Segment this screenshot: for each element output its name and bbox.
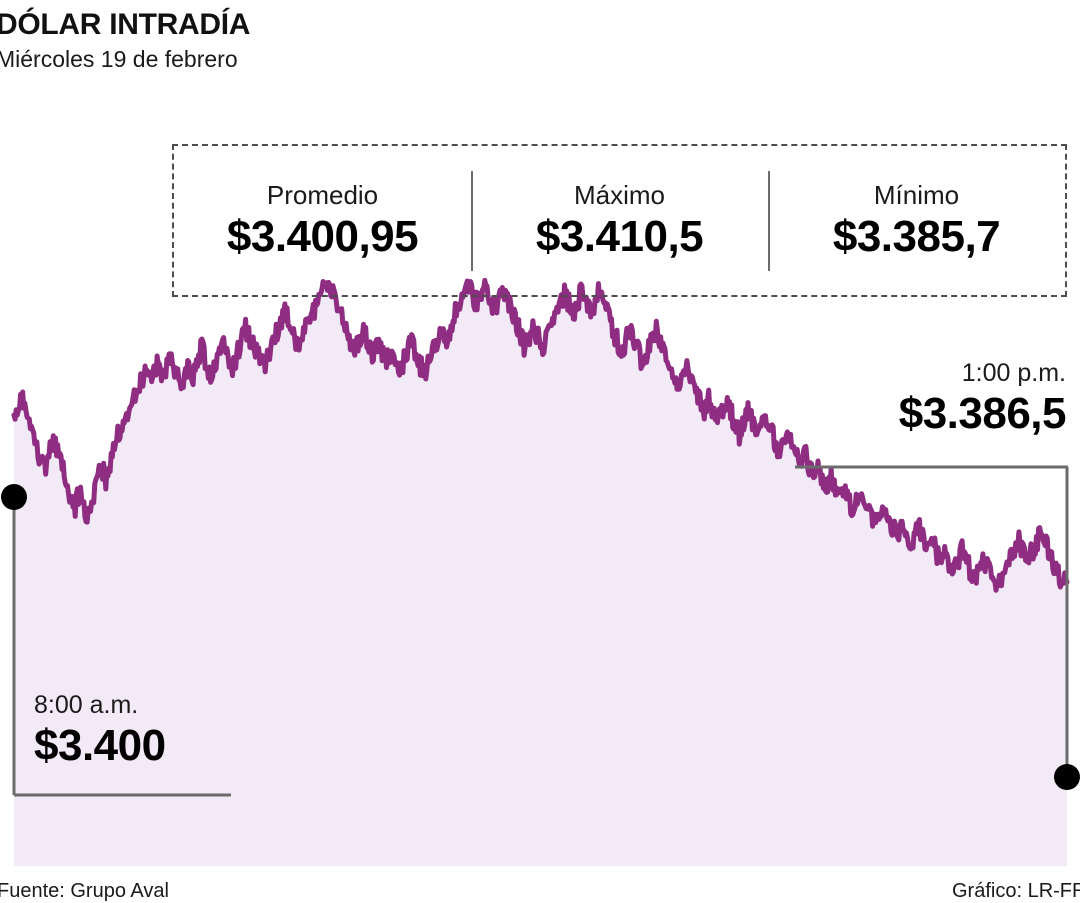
- open-bracket: [12, 498, 231, 797]
- page-title: DÓLAR INTRADÍA: [0, 8, 251, 41]
- price-line: [11, 277, 1070, 593]
- price-area-fill: [14, 280, 1067, 866]
- close-point-marker: [1054, 764, 1080, 790]
- annotation-close: 1:00 p.m. $3.386,5: [898, 358, 1067, 440]
- stat-promedio: Promedio $3.400,95: [174, 167, 471, 275]
- summary-stats-box: Promedio $3.400,95 Máximo $3.410,5 Mínim…: [172, 144, 1067, 297]
- chart-header: DÓLAR INTRADÍA Miércoles 19 de febrero: [0, 8, 696, 74]
- footer-source: Fuente: Grupo Aval: [0, 880, 169, 902]
- stat-minimo: Mínimo $3.385,7: [768, 167, 1065, 275]
- stat-maximo: Máximo $3.410,5: [471, 167, 768, 275]
- stat-maximo-label: Máximo: [573, 179, 665, 210]
- close-bracket: [795, 465, 1069, 777]
- annotation-open-time: 8:00 a.m.: [34, 691, 139, 719]
- open-point-marker: [1, 484, 27, 510]
- stat-maximo-value: $3.410,5: [535, 211, 704, 261]
- annotation-close-value: $3.386,5: [898, 389, 1067, 438]
- page-subtitle: Miércoles 19 de febrero: [0, 46, 238, 72]
- annotation-close-time: 1:00 p.m.: [961, 359, 1066, 387]
- stat-minimo-value: $3.385,7: [832, 211, 1001, 261]
- annotation-open-value: $3.400: [34, 721, 166, 770]
- stat-promedio-label: Promedio: [266, 179, 379, 210]
- annotation-open: 8:00 a.m. $3.400: [34, 690, 166, 772]
- stat-minimo-label: Mínimo: [873, 179, 960, 210]
- footer-credit: Gráfico: LR-FR: [952, 880, 1080, 902]
- stat-promedio-value: $3.400,95: [226, 211, 419, 261]
